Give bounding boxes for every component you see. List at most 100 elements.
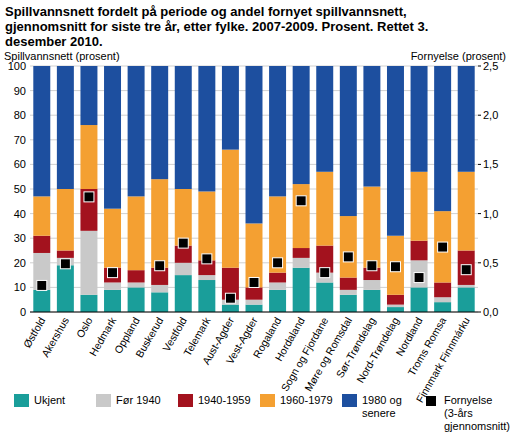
bar-segment [316,282,333,312]
bar-segment [222,150,239,268]
bar-segment [458,251,475,285]
bar-segment [293,248,310,258]
bar-segment [387,307,404,312]
bar-segment [246,287,263,299]
bar-segment [57,251,74,258]
marker [296,196,306,206]
bar-segment [363,187,380,268]
bar-segment [33,66,50,196]
bar-segment [458,172,475,251]
marker [273,258,283,268]
bar-segment [246,223,263,287]
bar-segment [151,285,168,292]
bar-segment [246,66,263,223]
marker [37,280,47,290]
bar-segment [128,287,145,312]
bar-segment [80,66,97,125]
y2-tick [478,312,481,313]
y-tick-label: 90 [14,85,26,97]
bar-segment [128,66,145,196]
marker [249,277,259,287]
bar-segment [198,66,215,191]
y2-tick-label: 1,5 [483,158,498,170]
bar-segment [33,253,50,290]
bar-segment [80,189,97,231]
bar-segment [222,305,239,312]
bar-segment [316,172,333,246]
bar-segment [269,66,286,196]
bar-segment [434,297,451,302]
bar-segment [151,292,168,312]
bar-segment [104,66,121,209]
bar-segment [293,184,310,248]
legend-swatch [426,396,436,406]
y-tick-label: 70 [14,134,26,146]
y-tick-label: 100 [8,60,26,72]
marker [202,254,212,264]
legend-swatch [178,394,193,407]
marker [225,293,235,303]
bar-segment [198,275,215,280]
bar-segment [33,196,50,235]
title: Spillvannsnett fordelt på periode og and… [5,4,428,49]
bar-segment [293,268,310,312]
y2-tick [478,213,481,214]
bar-segment [104,268,121,283]
marker [438,242,448,252]
bar-segment [151,179,168,268]
y-tick-label: 10 [14,281,26,293]
chart: Spillvannsnett fordelt på periode og and… [0,0,510,444]
bar-segment [222,66,239,150]
bar-segment [411,241,428,261]
legend-label: 1940-1959 [198,394,251,406]
x-tick-label: Finnmark Finnmárku [413,315,472,405]
bar-segment [128,270,145,282]
y-tick-label: 0 [20,306,26,318]
y2-tick-label: 2,0 [483,109,498,121]
bar-segment [363,290,380,312]
bar-segment [175,189,192,246]
bar-segment [434,211,451,282]
y2-tick-label: 1,0 [483,208,498,220]
legend-label: Før 1940 [116,394,161,406]
bar-segment [269,196,286,272]
bar-segment [198,191,215,260]
marker [414,273,424,283]
bar-segment [57,265,74,312]
marker [155,261,165,271]
bar-segment [458,287,475,312]
bar-segment [387,66,404,236]
bar-segment [80,295,97,312]
y-tick-label: 60 [14,158,26,170]
legend-swatch [96,394,111,407]
y-tick-label: 50 [14,183,26,195]
bar-segment [434,282,451,297]
bar-segment [269,282,286,289]
bar-segment [198,280,215,312]
bar-segment [293,258,310,268]
bar-segment [340,216,357,278]
bar-segment [175,66,192,189]
y-tick-label: 40 [14,208,26,220]
x-axis [30,312,478,313]
legend-label: Ukjent [34,394,65,406]
plot-area [33,66,474,312]
bar-segment [246,305,263,312]
bar-segment [269,290,286,312]
bar-segment [387,295,404,305]
y2-tick [478,262,481,263]
y2-tick [478,164,481,165]
x-tick-label: Akershus [39,315,71,359]
bar-segment [33,290,50,312]
bar-segment [128,282,145,287]
x-tick-label: Buskerud [133,315,166,360]
marker [461,265,471,275]
y2-tick-label: 0,5 [483,257,498,269]
marker [390,262,400,272]
bar-segment [387,305,404,307]
x-tick-label: Vest-Agder [223,315,260,366]
y-tick-label: 30 [14,232,26,244]
marker [367,261,377,271]
marker [84,192,94,202]
bar-segment [340,278,357,290]
